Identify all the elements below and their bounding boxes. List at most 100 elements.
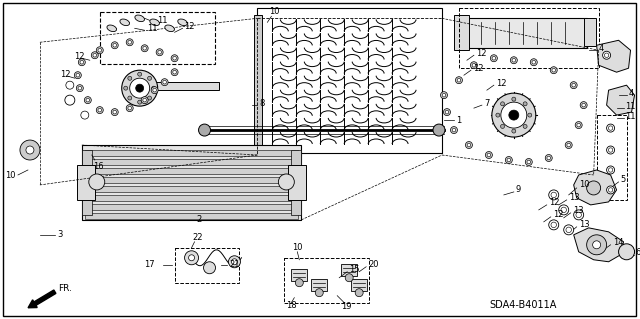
Circle shape [485, 152, 492, 159]
Circle shape [163, 80, 166, 84]
Bar [85, 186, 298, 192]
Polygon shape [439, 55, 594, 162]
Circle shape [470, 62, 477, 69]
Circle shape [171, 55, 178, 62]
Circle shape [204, 262, 216, 274]
Circle shape [128, 106, 131, 110]
Bar [85, 195, 298, 201]
Bar [82, 145, 301, 220]
Text: 18: 18 [286, 301, 297, 310]
Polygon shape [596, 40, 630, 72]
Circle shape [552, 68, 556, 72]
Bar [291, 150, 301, 215]
Circle shape [551, 192, 556, 198]
Text: 14: 14 [612, 238, 623, 247]
Circle shape [122, 70, 157, 106]
Bar [596, 115, 627, 200]
Circle shape [138, 100, 141, 104]
Text: 1: 1 [456, 115, 461, 125]
Bar [100, 12, 214, 64]
Circle shape [548, 220, 559, 230]
Circle shape [433, 124, 445, 136]
Bar [85, 159, 298, 165]
Circle shape [93, 54, 97, 57]
Circle shape [345, 274, 353, 282]
Text: 2: 2 [196, 215, 202, 224]
Circle shape [593, 241, 600, 249]
Bar [351, 279, 367, 291]
Circle shape [587, 235, 607, 255]
Circle shape [452, 128, 456, 132]
Text: 10: 10 [269, 7, 280, 16]
Circle shape [130, 78, 150, 98]
Text: 12: 12 [476, 49, 486, 58]
Polygon shape [60, 38, 200, 130]
Bar [457, 18, 587, 48]
Circle shape [444, 108, 451, 115]
Text: 17: 17 [144, 260, 155, 269]
Bar [584, 18, 596, 46]
Polygon shape [10, 165, 75, 215]
Bar [85, 168, 298, 174]
Circle shape [96, 47, 103, 54]
Bar [130, 82, 220, 90]
Bar [82, 150, 92, 215]
Polygon shape [15, 42, 130, 110]
Circle shape [496, 113, 500, 117]
Polygon shape [50, 50, 145, 90]
Bar [454, 15, 469, 50]
Circle shape [523, 102, 527, 106]
Circle shape [510, 57, 517, 64]
Text: 15: 15 [349, 265, 360, 274]
Circle shape [507, 158, 511, 162]
Text: 6: 6 [636, 248, 640, 257]
Circle shape [126, 39, 133, 46]
Circle shape [580, 102, 587, 108]
Circle shape [445, 110, 449, 114]
Circle shape [492, 93, 536, 137]
Circle shape [148, 76, 152, 80]
Bar [311, 279, 327, 291]
Ellipse shape [135, 15, 145, 22]
Circle shape [111, 108, 118, 115]
Circle shape [295, 279, 303, 287]
Text: 11: 11 [625, 102, 636, 111]
Circle shape [78, 59, 85, 66]
Text: 20: 20 [368, 260, 379, 269]
Circle shape [143, 47, 147, 50]
Circle shape [151, 87, 158, 94]
Circle shape [98, 108, 102, 112]
Circle shape [577, 123, 580, 127]
Circle shape [153, 88, 156, 92]
Circle shape [550, 67, 557, 74]
Circle shape [228, 256, 241, 268]
Polygon shape [8, 105, 60, 185]
Circle shape [138, 72, 141, 76]
Circle shape [603, 51, 611, 59]
Circle shape [525, 159, 532, 166]
Ellipse shape [165, 25, 175, 32]
Text: 13: 13 [569, 193, 579, 203]
Circle shape [572, 83, 575, 87]
Circle shape [545, 154, 552, 161]
Bar [85, 150, 298, 156]
Circle shape [487, 153, 491, 157]
Polygon shape [573, 228, 623, 262]
Circle shape [492, 56, 495, 60]
Circle shape [173, 56, 177, 60]
Circle shape [158, 50, 161, 54]
Circle shape [551, 222, 556, 227]
Circle shape [527, 160, 531, 164]
Circle shape [609, 148, 612, 152]
Circle shape [128, 41, 131, 44]
Text: 12: 12 [496, 79, 506, 88]
Circle shape [457, 78, 461, 82]
Circle shape [278, 174, 294, 190]
Text: 7: 7 [484, 99, 489, 108]
Circle shape [171, 69, 178, 76]
Circle shape [161, 79, 168, 86]
Circle shape [570, 82, 577, 89]
Circle shape [604, 53, 609, 57]
Text: 4: 4 [628, 89, 634, 98]
Circle shape [156, 49, 163, 56]
